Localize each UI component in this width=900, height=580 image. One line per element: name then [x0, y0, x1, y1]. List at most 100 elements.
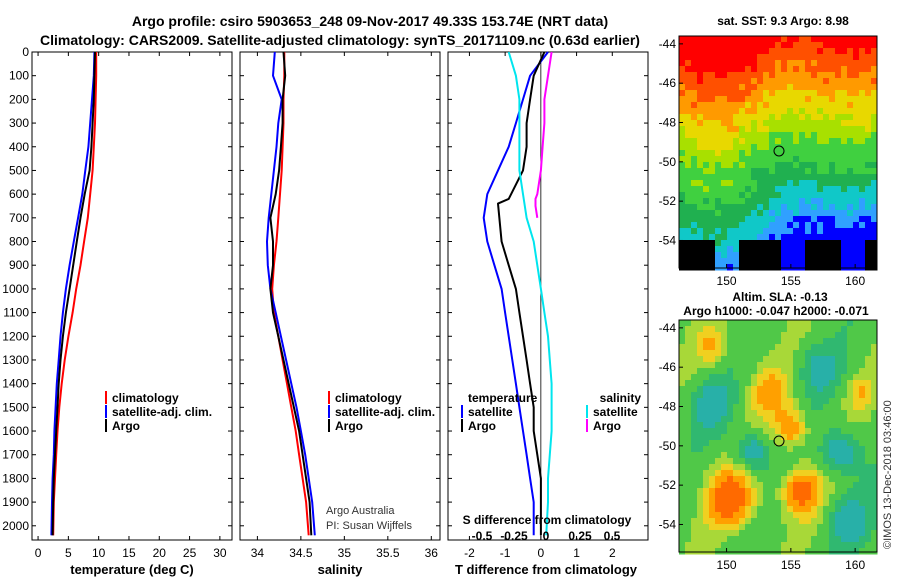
sla-cell: [835, 410, 842, 417]
sst-cell: [817, 144, 824, 151]
sla-cell: [721, 524, 728, 531]
sst-cell: [721, 222, 728, 229]
sst-cell: [841, 138, 848, 145]
sla-cell: [865, 548, 872, 555]
sla-cell: [835, 422, 842, 429]
sla-cell: [865, 470, 872, 477]
sla-cell: [715, 350, 722, 357]
sla-cell: [847, 422, 854, 429]
sla-cell: [691, 392, 698, 399]
sst-cell: [679, 180, 686, 187]
sla-cell: [793, 500, 800, 507]
sst-cell: [727, 96, 734, 103]
sst-cell: [739, 36, 746, 43]
sst-cell: [679, 204, 686, 211]
sla-cell: [793, 428, 800, 435]
sla-cell: [793, 542, 800, 549]
sla-cell: [745, 458, 752, 465]
sst-cell: [871, 192, 878, 199]
note-argo-australia: Argo Australia: [326, 505, 395, 517]
sst-cell: [763, 168, 770, 175]
sst-cell: [769, 48, 776, 55]
sst-cell: [745, 132, 752, 139]
sla-cell: [727, 488, 734, 495]
sla-cell: [871, 500, 878, 507]
sla-cell: [841, 494, 848, 501]
sst-cell: [709, 222, 716, 229]
sla-cell: [697, 362, 704, 369]
sst-cell: [679, 222, 686, 229]
sst-cell: [691, 222, 698, 229]
sla-cell: [799, 410, 806, 417]
sla-cell: [865, 416, 872, 423]
sla-cell: [793, 392, 800, 399]
sla-cell: [847, 548, 854, 555]
sst-cell: [865, 90, 872, 97]
sst-cell: [805, 72, 812, 79]
sst-cell: [853, 264, 860, 271]
sst-cell: [733, 258, 740, 265]
sla-cell: [781, 506, 788, 513]
sla-cell: [793, 374, 800, 381]
sla-cell: [823, 320, 830, 327]
legend-swatch-climatology: [105, 391, 107, 404]
sst-cell: [835, 66, 842, 73]
sst-cell: [679, 210, 686, 217]
sla-cell: [679, 386, 686, 393]
sst-cell: [757, 174, 764, 181]
sla-cell: [853, 446, 860, 453]
sst-cell: [793, 66, 800, 73]
sla-cell: [853, 326, 860, 333]
x-tick-label: 2: [609, 546, 616, 560]
sla-cell: [745, 440, 752, 447]
sla-cell: [853, 392, 860, 399]
sst-cell: [787, 66, 794, 73]
sst-cell: [721, 132, 728, 139]
sla-cell: [859, 374, 866, 381]
sla-cell: [757, 416, 764, 423]
x-tick-label: 30: [213, 546, 227, 560]
sst-cell: [721, 78, 728, 85]
sst-cell: [739, 174, 746, 181]
sla-cell: [781, 338, 788, 345]
sst-cell: [805, 258, 812, 265]
sst-cell: [847, 90, 854, 97]
sla-cell: [871, 410, 878, 417]
sst-cell: [763, 42, 770, 49]
sst-cell: [751, 156, 758, 163]
sla-cell: [805, 500, 812, 507]
sst-cell: [703, 204, 710, 211]
sla-cell: [679, 506, 686, 513]
sla-cell: [799, 512, 806, 519]
sla-cell: [679, 464, 686, 471]
sst-cell: [715, 48, 722, 55]
sla-cell: [853, 422, 860, 429]
sst-cell: [769, 114, 776, 121]
sst-cell: [739, 102, 746, 109]
sst-cell: [781, 84, 788, 91]
sst-cell: [685, 150, 692, 157]
sst-cell: [691, 36, 698, 43]
sst-cell: [835, 258, 842, 265]
sla-cell: [853, 536, 860, 543]
sst-cell: [841, 180, 848, 187]
sla-cell: [835, 332, 842, 339]
sla-cell: [739, 404, 746, 411]
sst-cell: [703, 78, 710, 85]
sst-cell: [853, 48, 860, 55]
sst-cell: [775, 192, 782, 199]
sst-cell: [799, 240, 806, 247]
sst-cell: [745, 216, 752, 223]
sla-cell: [685, 398, 692, 405]
sla-cell: [763, 422, 770, 429]
sla-cell: [823, 536, 830, 543]
sst-cell: [727, 216, 734, 223]
sst-cell: [763, 78, 770, 85]
sst-cell: [805, 168, 812, 175]
sla-cell: [865, 374, 872, 381]
sla-cell: [781, 548, 788, 555]
sst-cell: [721, 108, 728, 115]
sst-cell: [787, 204, 794, 211]
sst-cell: [697, 174, 704, 181]
sst-cell: [685, 102, 692, 109]
